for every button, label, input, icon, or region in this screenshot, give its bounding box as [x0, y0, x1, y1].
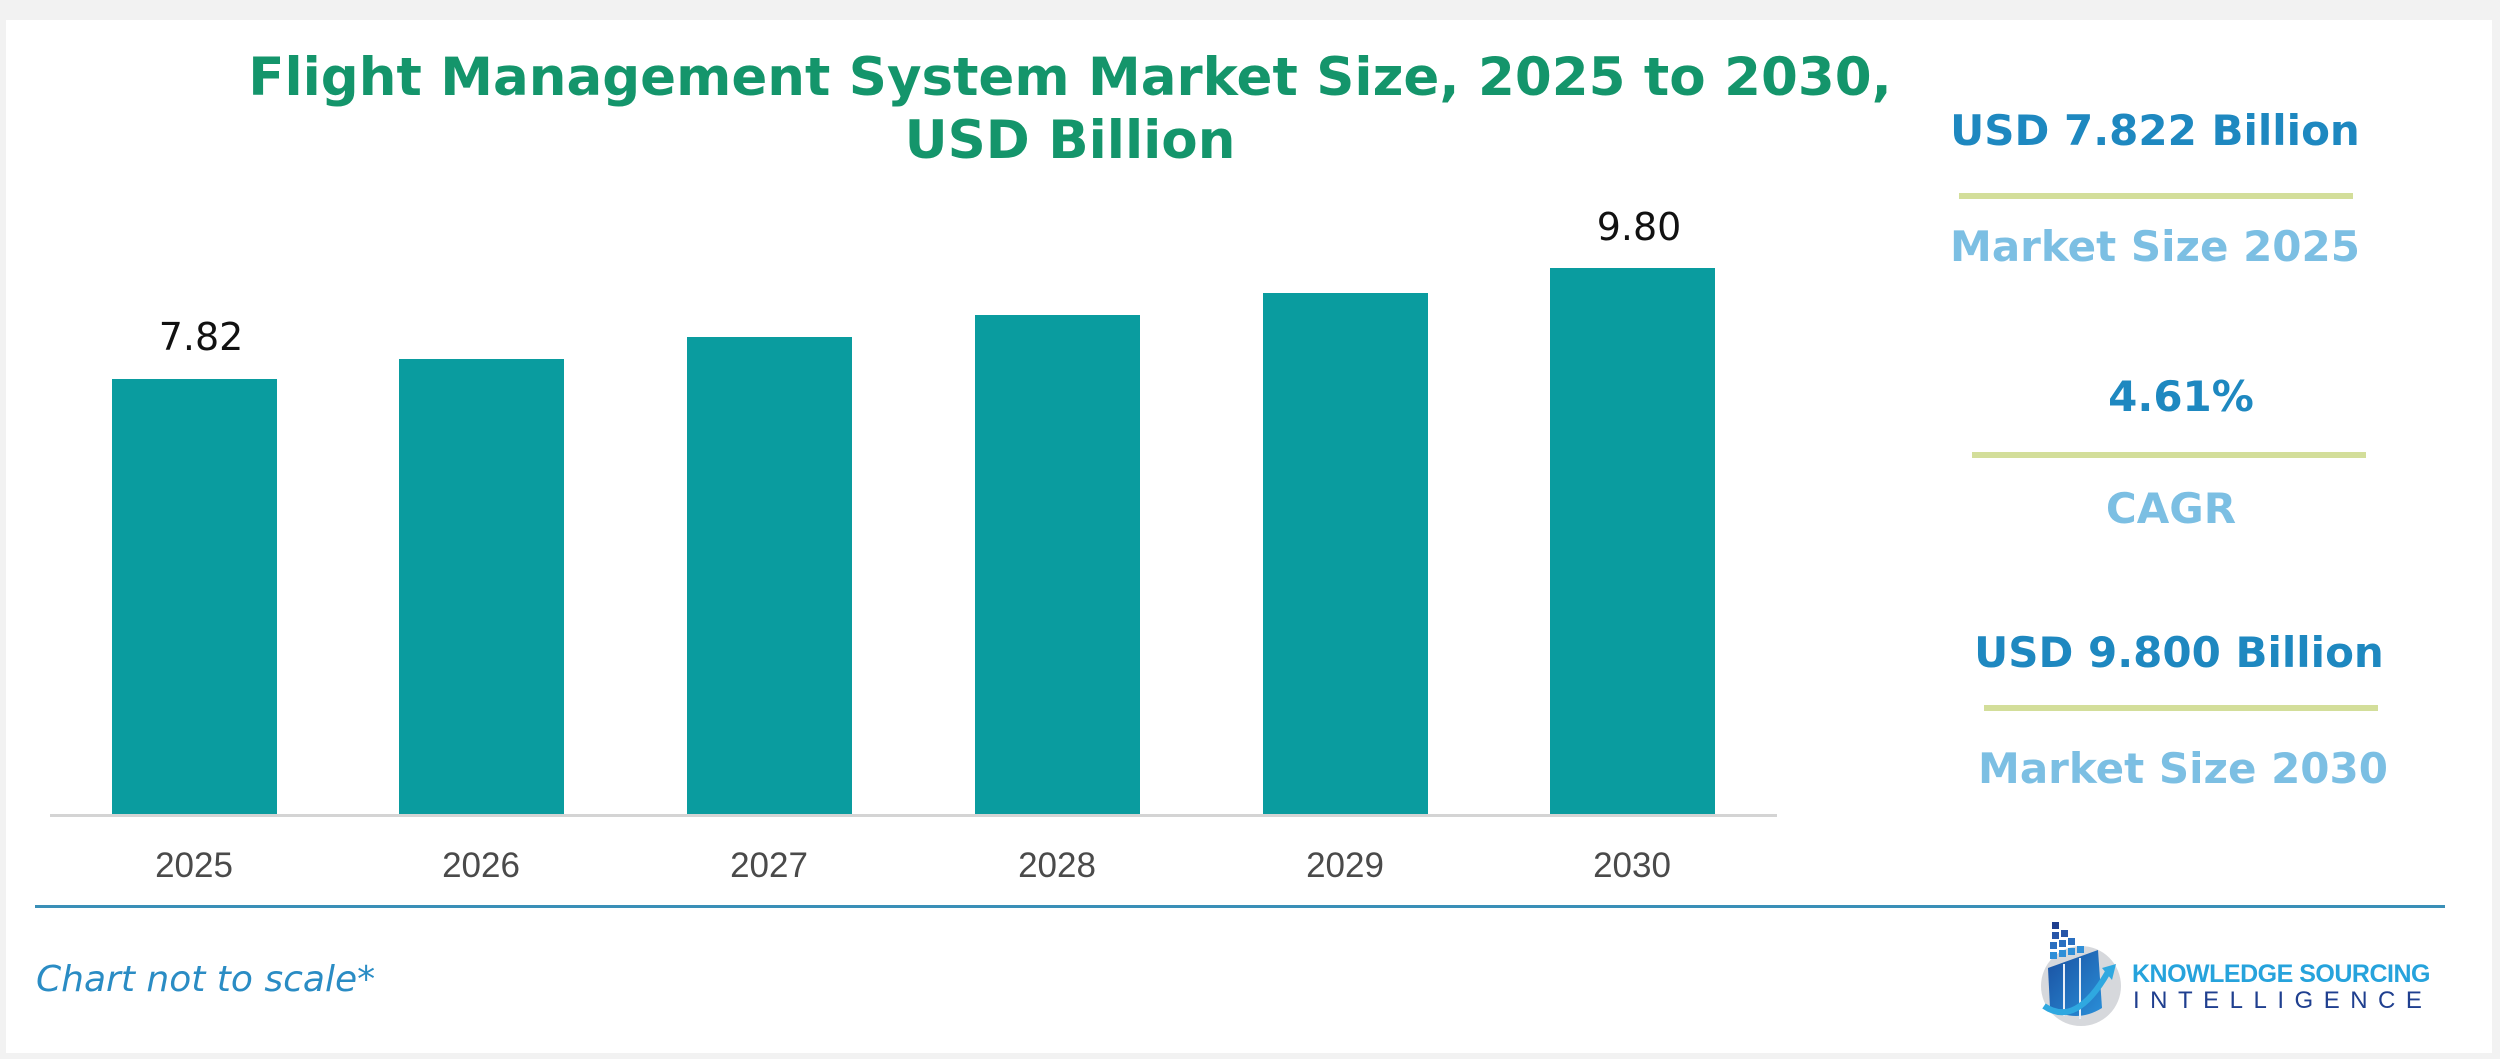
kpi-divider-3 [1984, 705, 2378, 711]
bar-2027 [687, 337, 852, 815]
kpi-market-size-2025-value: USD 7.822 Billion [1950, 106, 2360, 155]
logo-wordmark-line-1: KNOWLEDGE SOURCING [2132, 960, 2430, 988]
chart-title-line-2: USD Billion [904, 110, 1236, 171]
chart-title-line-1: Flight Management System Market Size, 20… [248, 47, 1892, 108]
kpi-market-size-2025-label: Market Size 2025 [1950, 222, 2360, 271]
bar-2025 [112, 379, 277, 815]
x-tick-2029: 2029 [1306, 846, 1384, 885]
chart-card [6, 20, 2492, 1053]
kpi-market-size-2030-label: Market Size 2030 [1978, 744, 2388, 793]
x-axis-line [50, 814, 1777, 817]
footnote-not-to-scale: Chart not to scale* [36, 959, 376, 1000]
kpi-divider-2 [1972, 452, 2366, 458]
data-label-2025: 7.82 [158, 315, 244, 359]
x-tick-2026: 2026 [442, 846, 520, 885]
bar-2026 [399, 359, 564, 815]
x-tick-2025: 2025 [155, 846, 233, 885]
kpi-divider-1 [1959, 193, 2353, 199]
kpi-market-size-2030-value: USD 9.800 Billion [1974, 628, 2384, 677]
kpi-cagr-value: 4.61% [2108, 372, 2254, 421]
kpi-cagr-label: CAGR [2105, 484, 2237, 533]
data-label-2030: 9.80 [1596, 205, 1682, 249]
x-tick-2028: 2028 [1018, 846, 1096, 885]
bar-2029 [1263, 293, 1428, 815]
bar-2030 [1550, 268, 1715, 815]
logo-wordmark-line-2: INTELLIGENCE [2133, 987, 2433, 1014]
bar-2028 [975, 315, 1140, 815]
x-tick-2027: 2027 [730, 846, 808, 885]
x-tick-2030: 2030 [1593, 846, 1671, 885]
footer-divider [35, 905, 2445, 908]
knowledge-sourcing-logo-icon [2041, 922, 2121, 1026]
